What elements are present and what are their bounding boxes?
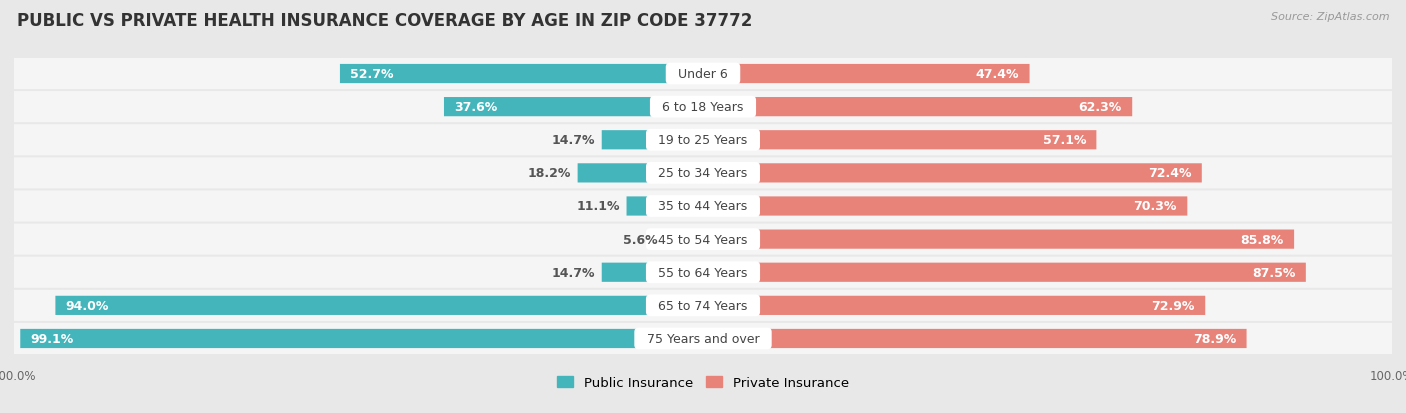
- Text: 19 to 25 Years: 19 to 25 Years: [651, 134, 755, 147]
- FancyBboxPatch shape: [703, 329, 1247, 348]
- Text: 94.0%: 94.0%: [66, 299, 110, 312]
- FancyBboxPatch shape: [20, 329, 703, 348]
- Text: 14.7%: 14.7%: [551, 134, 595, 147]
- Text: 25 to 34 Years: 25 to 34 Years: [651, 167, 755, 180]
- FancyBboxPatch shape: [340, 65, 703, 84]
- FancyBboxPatch shape: [665, 230, 703, 249]
- Text: 14.7%: 14.7%: [551, 266, 595, 279]
- FancyBboxPatch shape: [14, 59, 1392, 90]
- Text: 55 to 64 Years: 55 to 64 Years: [651, 266, 755, 279]
- Text: 85.8%: 85.8%: [1240, 233, 1284, 246]
- Text: 11.1%: 11.1%: [576, 200, 620, 213]
- Text: 65 to 74 Years: 65 to 74 Years: [651, 299, 755, 312]
- Text: 62.3%: 62.3%: [1078, 101, 1122, 114]
- FancyBboxPatch shape: [703, 98, 1132, 117]
- FancyBboxPatch shape: [14, 158, 1392, 189]
- Legend: Public Insurance, Private Insurance: Public Insurance, Private Insurance: [553, 371, 853, 394]
- FancyBboxPatch shape: [703, 164, 1202, 183]
- Text: 47.4%: 47.4%: [976, 68, 1019, 81]
- Text: 99.1%: 99.1%: [31, 332, 75, 345]
- Text: 72.4%: 72.4%: [1147, 167, 1191, 180]
- Text: 75 Years and over: 75 Years and over: [638, 332, 768, 345]
- Text: Under 6: Under 6: [671, 68, 735, 81]
- Text: 52.7%: 52.7%: [350, 68, 394, 81]
- Text: Source: ZipAtlas.com: Source: ZipAtlas.com: [1271, 12, 1389, 22]
- Text: 72.9%: 72.9%: [1152, 299, 1195, 312]
- FancyBboxPatch shape: [14, 323, 1392, 354]
- Text: 78.9%: 78.9%: [1192, 332, 1236, 345]
- FancyBboxPatch shape: [602, 131, 703, 150]
- FancyBboxPatch shape: [14, 290, 1392, 321]
- Text: 70.3%: 70.3%: [1133, 200, 1177, 213]
- Text: 57.1%: 57.1%: [1043, 134, 1085, 147]
- Text: 45 to 54 Years: 45 to 54 Years: [651, 233, 755, 246]
- FancyBboxPatch shape: [627, 197, 703, 216]
- Text: 5.6%: 5.6%: [623, 233, 658, 246]
- FancyBboxPatch shape: [14, 92, 1392, 123]
- Text: 87.5%: 87.5%: [1253, 266, 1295, 279]
- Text: 35 to 44 Years: 35 to 44 Years: [651, 200, 755, 213]
- FancyBboxPatch shape: [703, 296, 1205, 315]
- FancyBboxPatch shape: [703, 197, 1187, 216]
- FancyBboxPatch shape: [703, 131, 1097, 150]
- Text: 6 to 18 Years: 6 to 18 Years: [654, 101, 752, 114]
- Text: 37.6%: 37.6%: [454, 101, 498, 114]
- FancyBboxPatch shape: [55, 296, 703, 315]
- FancyBboxPatch shape: [444, 98, 703, 117]
- FancyBboxPatch shape: [602, 263, 703, 282]
- FancyBboxPatch shape: [14, 125, 1392, 156]
- FancyBboxPatch shape: [14, 224, 1392, 255]
- FancyBboxPatch shape: [703, 230, 1294, 249]
- Text: 18.2%: 18.2%: [527, 167, 571, 180]
- FancyBboxPatch shape: [703, 263, 1306, 282]
- FancyBboxPatch shape: [703, 65, 1029, 84]
- FancyBboxPatch shape: [14, 191, 1392, 222]
- Text: PUBLIC VS PRIVATE HEALTH INSURANCE COVERAGE BY AGE IN ZIP CODE 37772: PUBLIC VS PRIVATE HEALTH INSURANCE COVER…: [17, 12, 752, 30]
- FancyBboxPatch shape: [578, 164, 703, 183]
- FancyBboxPatch shape: [14, 257, 1392, 288]
